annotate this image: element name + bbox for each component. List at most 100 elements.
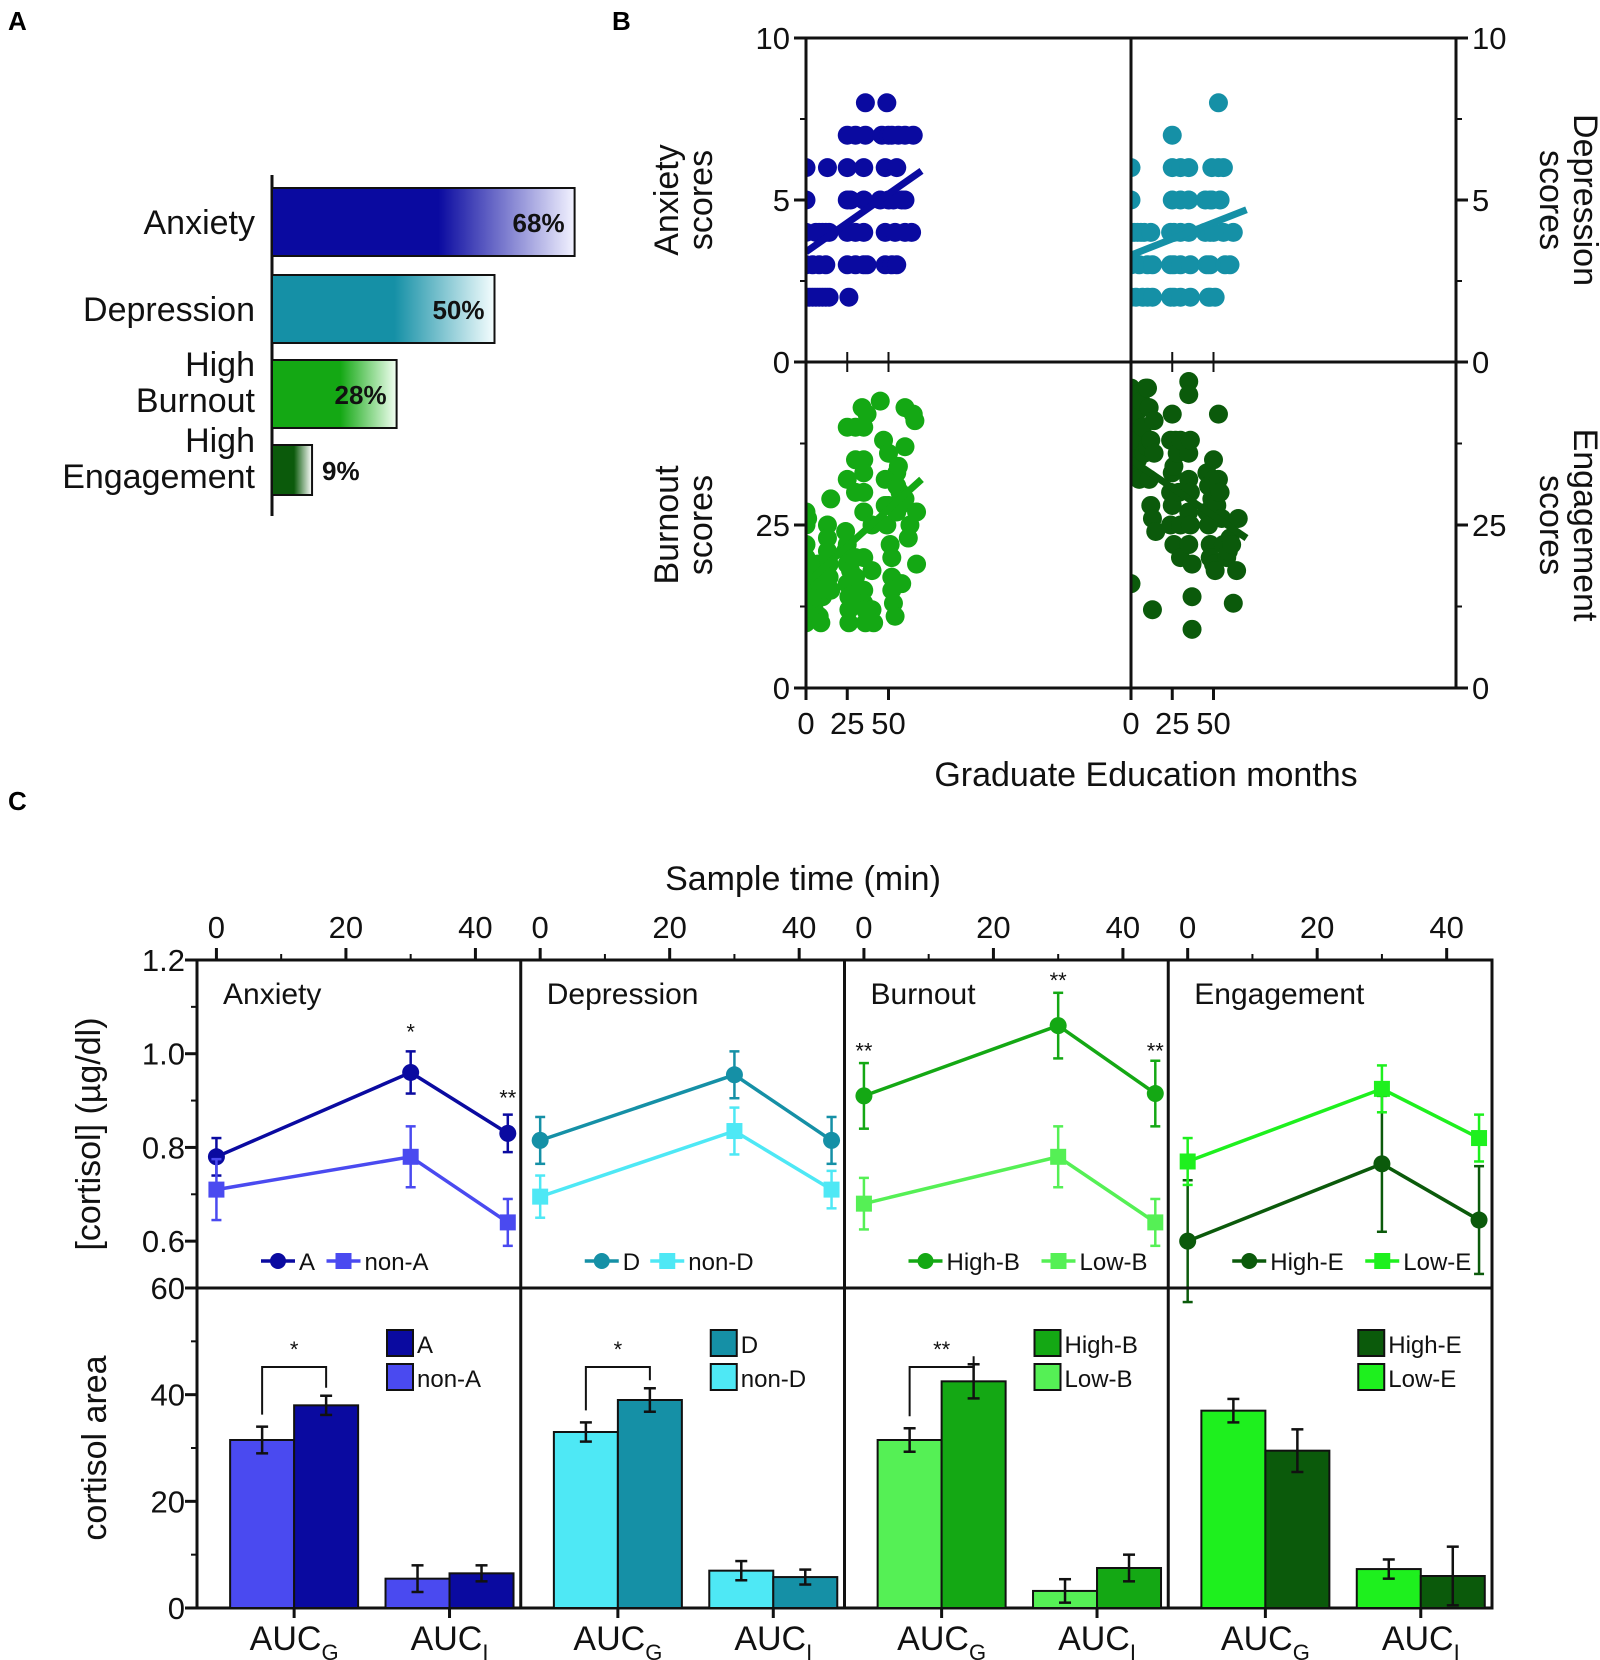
y-axis-title-line: Depression xyxy=(1566,114,1600,286)
data-point xyxy=(402,1148,419,1165)
data-point xyxy=(1179,385,1199,405)
fit-line xyxy=(1131,206,1248,259)
x-tick-label: 40 xyxy=(1106,910,1140,945)
panel-title: Engagement xyxy=(1194,978,1365,1011)
value-label: 28% xyxy=(335,380,387,410)
category-label: High xyxy=(185,346,255,384)
data-point xyxy=(887,158,907,178)
x-tick-label-main: AUC xyxy=(1058,1620,1130,1658)
data-point xyxy=(1470,1211,1488,1229)
y-axis-title-text: cortisol area xyxy=(76,1355,114,1540)
series-line xyxy=(539,1129,833,1199)
x-tick-label-sub: G xyxy=(321,1640,338,1660)
scatter-anxiety xyxy=(806,93,924,307)
data-point xyxy=(811,613,831,633)
data-point xyxy=(817,158,837,178)
data-point xyxy=(806,190,816,210)
data-point xyxy=(907,554,927,574)
bar xyxy=(293,1404,360,1610)
data-point xyxy=(855,93,875,113)
y-axis-title-line: scores xyxy=(682,150,720,250)
data-point xyxy=(806,508,818,528)
x-tick-label: 0 xyxy=(1122,706,1139,741)
y-tick-label: 25 xyxy=(1472,508,1506,543)
x-tick-label: 20 xyxy=(976,910,1010,945)
x-tick-label: 20 xyxy=(329,910,363,945)
data-point xyxy=(532,1188,549,1205)
x-tick-label: AUCG xyxy=(897,1620,986,1660)
x-tick-label-sub: I xyxy=(1130,1640,1136,1660)
legend-label: non-D xyxy=(688,1249,753,1276)
data-point xyxy=(1220,255,1240,275)
bar xyxy=(1200,1409,1267,1609)
data-point xyxy=(821,489,841,509)
series-line xyxy=(1187,1086,1480,1164)
x-tick-label-main: AUC xyxy=(1221,1620,1293,1658)
panel-letter-a: A xyxy=(8,6,27,36)
legend-marker xyxy=(917,1253,934,1269)
category-label: Anxiety xyxy=(144,204,256,242)
data-point xyxy=(855,125,875,145)
data-point xyxy=(854,222,874,242)
data-point xyxy=(857,255,877,275)
data-point xyxy=(841,190,861,210)
data-point xyxy=(1227,561,1247,581)
legend-label: non-A xyxy=(417,1366,481,1393)
data-point xyxy=(1179,372,1199,392)
x-tick-label-main: AUC xyxy=(573,1620,645,1658)
significance-mark: * xyxy=(406,1020,415,1045)
series-line xyxy=(216,1154,509,1224)
data-point xyxy=(1147,1214,1164,1231)
y-tick-label: 0.6 xyxy=(142,1224,185,1259)
data-point xyxy=(1138,378,1157,398)
y-tick-label: 1.0 xyxy=(142,1037,185,1072)
data-point xyxy=(885,606,905,626)
data-point xyxy=(1144,411,1164,431)
data-point xyxy=(907,502,927,522)
legend-marker xyxy=(1050,1253,1067,1269)
y-tick-label: 0 xyxy=(1472,345,1489,380)
fit-line xyxy=(806,167,924,255)
y-tick-label: 0 xyxy=(773,671,790,706)
x-tick-label: 0 xyxy=(1179,910,1196,945)
data-point xyxy=(1142,255,1162,275)
y-tick-label: 25 xyxy=(756,508,790,543)
y-axis-title-line: scores xyxy=(682,475,720,575)
plot-area xyxy=(806,391,927,633)
bar-anxiety xyxy=(271,187,576,257)
x-tick-label-sub: I xyxy=(482,1640,488,1660)
data-point xyxy=(823,1181,840,1198)
series-line xyxy=(1187,1161,1480,1243)
x-tick-label: AUCG xyxy=(573,1620,662,1660)
y-tick-label: 0.8 xyxy=(142,1130,185,1165)
value-label: 68% xyxy=(513,208,565,238)
data-point xyxy=(499,1124,517,1142)
legend-label: High-E xyxy=(1270,1249,1343,1276)
data-point xyxy=(879,443,898,463)
data-point xyxy=(902,222,922,242)
data-point xyxy=(402,1063,420,1081)
scatter-engagement xyxy=(1131,372,1249,639)
value-label: 9% xyxy=(322,456,360,486)
x-tick-label-sub: G xyxy=(1293,1640,1310,1660)
x-tick-label: 0 xyxy=(797,706,814,741)
legend-label: non-D xyxy=(741,1366,806,1393)
legend-label: D xyxy=(741,1332,758,1359)
data-point xyxy=(839,613,859,633)
legend-swatch xyxy=(386,1363,414,1391)
x-axis-title: Graduate Education months xyxy=(934,756,1357,794)
x-tick-label: AUCI xyxy=(1382,1620,1460,1660)
data-point xyxy=(1179,1153,1196,1170)
y-axis-title: cortisol area xyxy=(76,1355,114,1540)
data-point xyxy=(1205,561,1225,581)
x-tick-label: 25 xyxy=(830,706,864,741)
y-axis-title-line: scores xyxy=(1532,150,1570,250)
x-tick-label: 0 xyxy=(532,910,549,945)
data-point xyxy=(903,125,923,145)
data-point xyxy=(1142,600,1162,620)
bar xyxy=(1355,1568,1422,1609)
x-tick-label: 0 xyxy=(855,910,872,945)
